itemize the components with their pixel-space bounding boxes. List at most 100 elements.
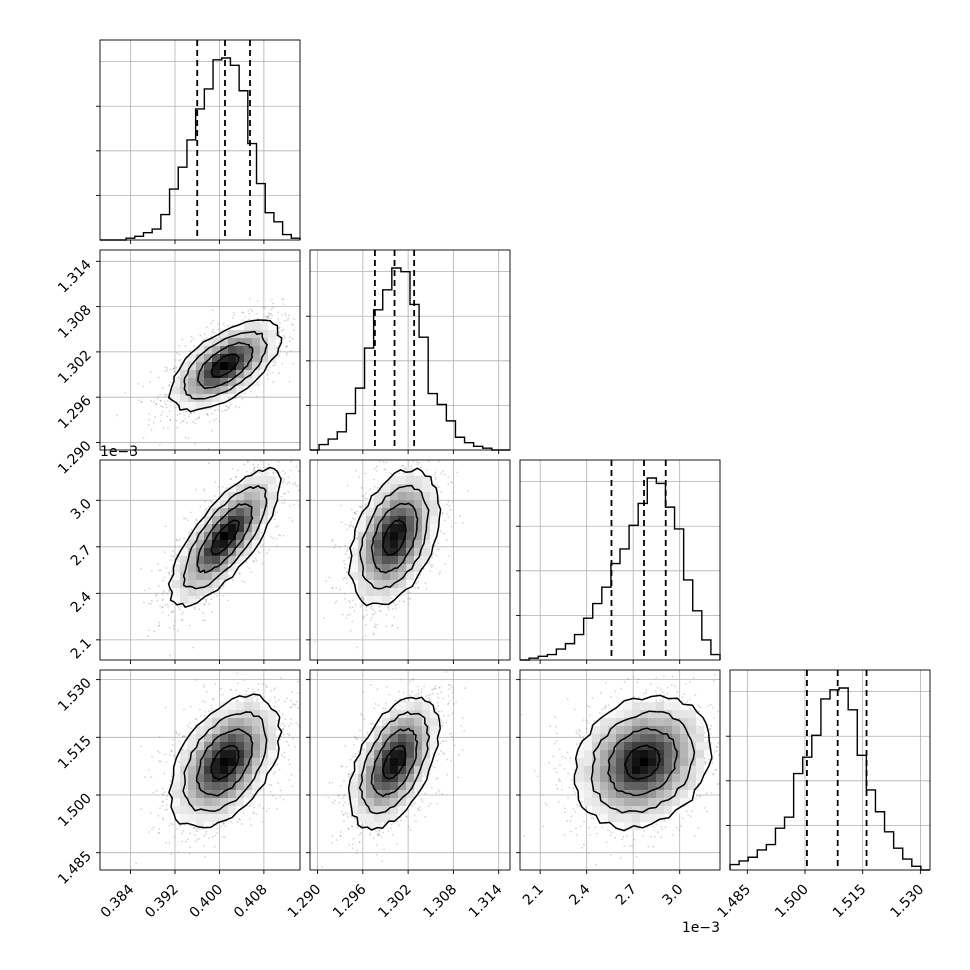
scatter-point <box>359 506 362 508</box>
scatter-point <box>306 330 308 332</box>
density-cell <box>236 524 244 532</box>
density-cell <box>212 354 220 362</box>
scatter-point <box>281 362 284 365</box>
scatter-point <box>433 473 436 476</box>
scatter-point <box>417 461 420 464</box>
scatter-point <box>263 466 266 469</box>
density-cell <box>244 370 252 378</box>
scatter-point <box>359 605 362 608</box>
scatter-point <box>248 312 251 315</box>
scatter-point <box>370 607 373 610</box>
scatter-point <box>159 605 161 608</box>
scatter-point <box>152 421 155 424</box>
scatter-point <box>166 399 169 402</box>
scatter-point <box>391 624 393 627</box>
scatter-point <box>177 606 180 609</box>
scatter-point <box>268 468 271 471</box>
scatter-point <box>229 403 232 406</box>
density-cell <box>204 378 212 386</box>
scatter-point <box>174 545 176 548</box>
scatter-point <box>352 517 354 520</box>
scatter-point <box>441 511 444 514</box>
scatter-point <box>341 613 344 616</box>
density-cell <box>180 548 188 556</box>
scatter-point <box>445 538 448 541</box>
density-cell <box>212 580 220 588</box>
scatter-point <box>439 451 441 453</box>
scatter-point <box>369 618 372 621</box>
scatter-point <box>196 597 199 599</box>
scatter-point <box>445 513 448 515</box>
density-cell <box>268 500 276 508</box>
density-cell <box>228 500 236 508</box>
scatter-point <box>239 572 241 575</box>
density-cell <box>196 564 204 572</box>
scatter-point <box>293 457 295 459</box>
scatter-point <box>439 530 442 533</box>
scatter-point <box>360 604 363 607</box>
scatter-point <box>291 520 294 522</box>
scatter-point <box>177 558 179 560</box>
scatter-point <box>303 332 305 334</box>
scatter-point <box>245 561 248 564</box>
scatter-point <box>173 367 175 370</box>
scatter-point <box>398 472 401 475</box>
scatter-point <box>210 412 213 415</box>
scatter-point <box>291 323 294 326</box>
scatter-point <box>346 528 349 531</box>
density-cell <box>188 532 196 540</box>
density-cell <box>196 532 204 540</box>
scatter-point <box>254 557 257 560</box>
scatter-point <box>161 606 164 609</box>
density-cell <box>260 346 268 354</box>
density-cell <box>188 378 196 386</box>
density-cell <box>188 402 196 410</box>
scatter-point <box>396 451 398 453</box>
scatter-point <box>244 315 247 318</box>
scatter-point <box>217 486 220 488</box>
scatter-point <box>328 576 330 579</box>
density-cell <box>244 548 252 556</box>
scatter-point <box>202 612 205 614</box>
scatter-point <box>188 624 191 627</box>
density-cell <box>236 346 244 354</box>
scatter-point <box>238 406 241 409</box>
scatter-point <box>174 406 177 409</box>
scatter-point <box>158 444 161 446</box>
scatter-point <box>365 609 368 612</box>
density-cell <box>236 516 244 524</box>
scatter-point <box>150 429 153 431</box>
scatter-point <box>142 385 144 388</box>
scatter-point <box>424 456 426 458</box>
scatter-point <box>373 485 376 488</box>
scatter-point <box>253 467 256 470</box>
scatter-point <box>282 298 285 300</box>
scatter-point <box>346 571 348 574</box>
scatter-point <box>296 446 298 448</box>
density-cell <box>228 516 236 524</box>
density-cell <box>268 476 276 484</box>
scatter-point <box>147 587 150 590</box>
scatter-point <box>375 469 378 472</box>
scatter-point <box>288 314 290 317</box>
scatter-point <box>227 599 230 602</box>
scatter-point <box>308 464 310 466</box>
scatter-point <box>199 505 202 508</box>
scatter-point <box>426 436 428 438</box>
density-cell <box>252 476 260 484</box>
scatter-point <box>165 406 168 409</box>
scatter-point <box>279 322 281 325</box>
scatter-point <box>203 603 206 606</box>
scatter-point <box>194 422 197 425</box>
panel-frame-1-0 <box>99 249 301 451</box>
histogram-0 <box>100 57 301 241</box>
scatter-point <box>267 463 270 466</box>
scatter-point <box>435 554 438 557</box>
scatter-point <box>148 381 151 383</box>
density-cell <box>212 338 220 346</box>
scatter-point <box>169 368 172 371</box>
scatter-point <box>297 446 299 448</box>
scatter-point <box>414 447 416 449</box>
scatter-point <box>198 596 201 598</box>
scatter-point <box>164 403 167 406</box>
